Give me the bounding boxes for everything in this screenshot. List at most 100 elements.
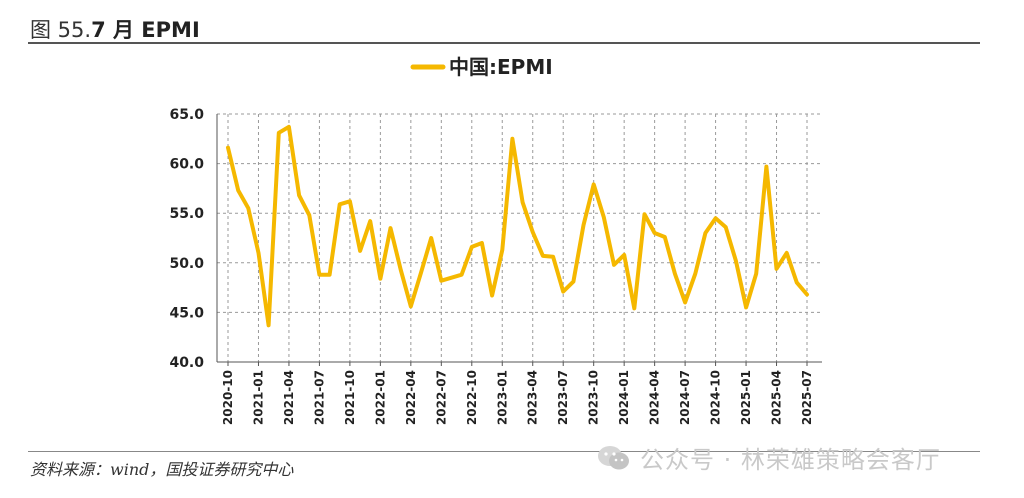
data-point [795,281,799,285]
x-tick-label: 2022-04 [404,370,418,425]
x-tick-label: 2024-07 [678,370,692,425]
y-tick-label: 45.0 [169,305,204,321]
axis-layer: 40.0 45.0 50.0 55.0 60.0 65.0 2020-10 2021-01 20… [169,107,822,425]
data-point [785,251,789,255]
x-tick-label: 2023-10 [587,370,601,425]
x-tick-label: 2025-07 [800,370,814,425]
data-point [460,273,464,277]
series-line-epmi [226,124,809,328]
data-point [226,146,230,150]
data-point [561,290,565,294]
data-point [470,245,474,249]
data-point [673,272,677,276]
data-point [510,137,514,141]
x-tick-label: 2021-01 [251,370,265,425]
x-tick-label: 2021-10 [343,370,357,425]
figure-title-main: 7 月 EPMI [91,18,200,42]
data-point [693,272,697,276]
data-point [257,251,261,255]
x-tick-label: 2021-04 [282,370,296,425]
x-tick-label: 2024-10 [709,370,723,425]
data-point [267,323,271,327]
data-point [612,263,616,267]
y-tick-label: 65.0 [169,107,204,123]
data-point [338,202,342,206]
data-point [480,241,484,245]
data-point [450,276,454,280]
x-tick-label: 2024-04 [648,370,662,425]
data-point [490,294,494,298]
x-tick-label: 2023-01 [495,370,509,425]
data-point [368,219,372,223]
legend-label: 中国:EPMI [449,55,553,79]
data-point [409,304,413,308]
data-point [287,125,291,129]
data-point [389,226,393,230]
data-point [429,236,433,240]
series-layer [226,124,809,328]
data-point [703,231,707,235]
y-tick-label: 40.0 [169,355,204,371]
data-point [378,277,382,281]
x-tick-label: 2022-01 [373,370,387,425]
source-divider [28,451,980,452]
data-point [500,248,504,252]
data-point [632,306,636,310]
data-point [653,231,657,235]
figure-title-prefix: 图 55. [30,18,92,42]
data-point [805,293,809,297]
data-point [307,213,311,217]
x-tick-label: 2022-07 [434,370,448,425]
data-point [764,165,768,169]
data-point [419,271,423,275]
data-point [317,273,321,277]
x-tick-label: 2025-01 [739,370,753,425]
epmi-line-chart: 40.0 45.0 50.0 55.0 60.0 65.0 2020-10 2021-01 20… [169,55,822,425]
data-point [734,259,738,263]
y-tick-label: 60.0 [169,157,204,173]
data-point [744,305,748,309]
data-point [622,253,626,257]
data-point [236,188,240,192]
data-point [399,268,403,272]
y-tick-label: 55.0 [169,206,204,222]
data-point [724,225,728,229]
x-tick-label: 2022-10 [465,370,479,425]
data-point [531,230,535,234]
data-point [582,223,586,227]
watermark-text: 公众号 · 林荣雄策略会客厅 [640,446,941,474]
y-tick-label: 50.0 [169,256,204,272]
data-point [297,193,301,197]
data-point [521,200,525,204]
data-point [643,212,647,216]
data-point [714,216,718,220]
x-tick-label: 2023-07 [556,370,570,425]
data-point [246,206,250,210]
data-point [683,301,687,305]
data-point [358,249,362,253]
data-point [328,273,332,277]
data-point [571,280,575,284]
source-note: 资料来源：wind，国投证券研究中心 [30,460,294,479]
x-tick-label: 2020-10 [221,370,235,425]
data-point [602,215,606,219]
x-tick-label: 2021-07 [312,370,326,425]
data-point [551,255,555,259]
x-tick-label: 2024-01 [617,370,631,425]
data-point [663,235,667,239]
grid-layer [217,113,822,362]
figure-title: 图 55.7 月 EPMI [30,14,200,44]
wechat-icon [598,445,629,469]
data-point [439,279,443,283]
data-point [348,199,352,203]
data-point [541,254,545,258]
x-tick-label: 2025-04 [770,370,784,425]
data-point [592,182,596,186]
data-point [775,267,779,271]
x-tick-label: 2023-04 [526,370,540,425]
data-point [754,272,758,276]
watermark: 公众号 · 林荣雄策略会客厅 [596,440,941,475]
data-point [277,131,281,135]
legend: 中国:EPMI [410,55,553,79]
title-divider [28,42,980,44]
